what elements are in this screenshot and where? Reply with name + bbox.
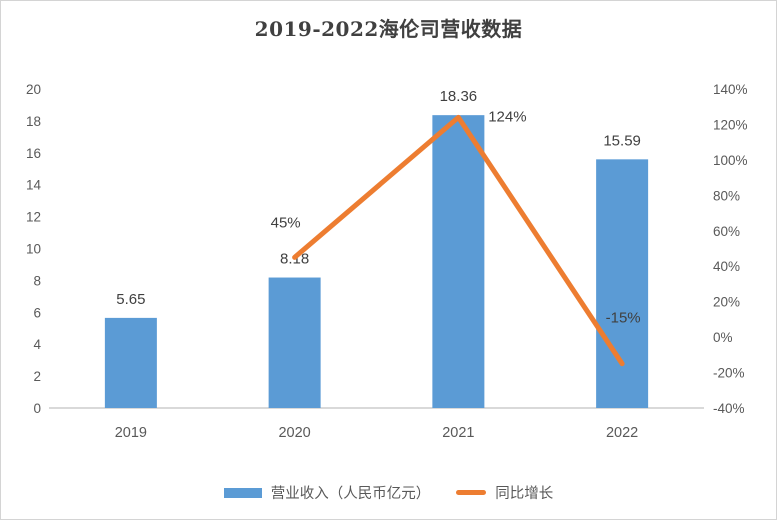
right-axis-tick-2: 0% [713,330,733,345]
x-axis-label-2022: 2022 [606,425,638,441]
right-axis-tick-3: 20% [713,295,740,310]
left-axis-tick-6: 12 [26,210,41,225]
right-axis-tick-0: -40% [713,401,745,416]
chart-legend: 营业收入（人民币亿元） 同比增长 [1,482,776,503]
line-label-2022: -15% [606,310,641,327]
legend-label-revenue: 营业收入（人民币亿元） [270,486,431,502]
legend-bar-swatch [223,487,262,498]
left-axis-tick-3: 6 [33,305,41,320]
right-axis-tick-5: 60% [713,224,740,239]
right-axis-tick-4: 40% [713,259,740,274]
bar-2022 [596,159,649,408]
bar-2019 [104,317,157,408]
x-axis-label-2020: 2020 [278,425,310,441]
legend-item-growth: 同比增长 [456,482,553,503]
bar-2020 [268,277,321,408]
bar-label-2021: 18.36 [440,88,478,105]
growth-line [292,114,625,367]
right-axis-tick-7: 100% [713,153,748,168]
bar-label-2022: 15.59 [603,132,641,149]
legend-label-growth: 同比增长 [495,486,554,502]
right-axis-tick-6: 80% [713,188,740,203]
legend-item-revenue: 营业收入（人民币亿元） [223,482,431,503]
right-axis-tick-9: 140% [713,82,748,97]
bar-label-2019: 5.65 [116,291,145,308]
right-axis-tick-1: -20% [713,366,745,381]
chart-title: 2019-2022海伦司营收数据 [254,17,523,41]
left-axis-tick-0: 0 [33,401,41,416]
left-axis-tick-10: 20 [26,82,41,97]
left-axis-tick-9: 18 [26,114,41,129]
line-label-2021: 124% [488,108,526,125]
left-axis-tick-7: 14 [26,178,42,193]
line-label-2020: 45% [271,214,301,231]
bar-2021 [432,115,485,409]
legend-line-swatch [456,490,487,495]
x-axis-label-2019: 2019 [115,425,147,441]
left-axis-tick-4: 8 [33,273,41,288]
left-axis-tick-5: 10 [26,242,41,257]
left-axis-tick-8: 16 [26,146,41,161]
x-axis-label-2021: 2021 [442,425,474,441]
left-axis-tick-1: 2 [33,369,41,384]
right-axis-tick-8: 120% [713,117,748,132]
left-axis-tick-2: 4 [33,337,41,352]
